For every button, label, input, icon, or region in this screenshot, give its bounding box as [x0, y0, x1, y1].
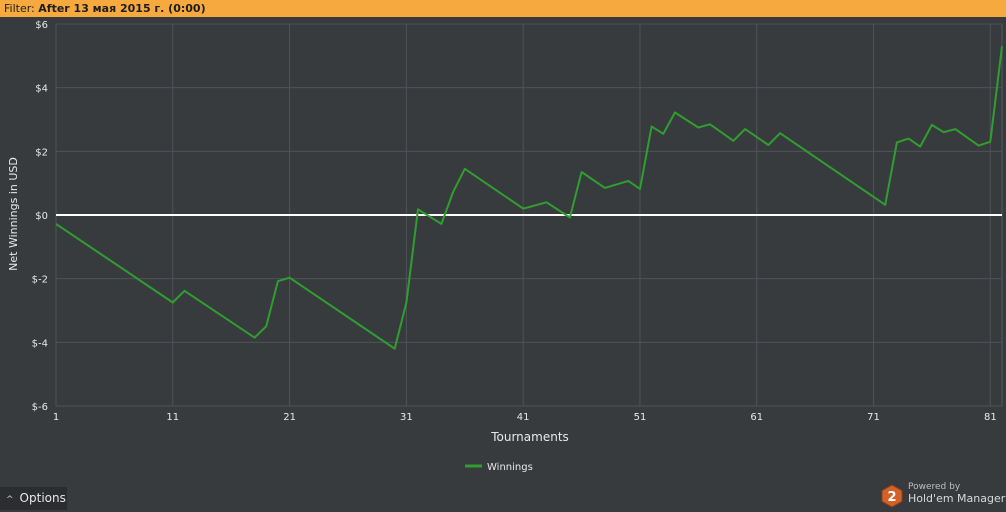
y-tick-label: $4 [35, 84, 48, 95]
grid [55, 23, 1003, 407]
x-tick-label: 81 [984, 412, 997, 423]
y-tick-label: $-4 [32, 338, 48, 349]
holdem-manager-logo-icon: 2 [881, 484, 903, 508]
x-tick-label: 41 [517, 412, 530, 423]
x-tick-label: 61 [750, 412, 763, 423]
winnings-chart: 1 11 21 31 41 51 61 71 81$6$4$2$0$-2$-4$-6 Tourn… [7, 20, 1003, 473]
options-label: Options [19, 491, 66, 505]
filter-bar: Filter: After 13 мая 2015 г. (0:00) [0, 0, 1006, 17]
x-axis-label: Tournaments [490, 430, 569, 444]
product-name: Hold'em Manager [908, 492, 1006, 505]
y-tick-label: $-6 [32, 402, 48, 413]
x-tick-label: 31 [400, 412, 413, 423]
filter-prefix: Filter: [4, 2, 39, 15]
x-tick-label: 21 [283, 412, 296, 423]
axes: 1 11 21 31 41 51 61 71 81$6$4$2$0$-2$-4$-6 [32, 20, 997, 423]
x-tick-label: 1 [53, 412, 59, 423]
options-button[interactable]: ^ Options [0, 487, 67, 510]
x-tick-label: 11 [166, 412, 179, 423]
x-tick-label: 51 [634, 412, 647, 423]
filter-value: After 13 мая 2015 г. (0:00) [38, 2, 206, 15]
legend: Winnings [465, 462, 533, 473]
y-tick-label: $2 [35, 147, 48, 158]
series-layer [55, 46, 1003, 350]
legend-label: Winnings [487, 462, 533, 473]
powered-by-text: Powered by [908, 482, 961, 492]
y-tick-label: $-2 [32, 275, 48, 286]
caret-up-icon: ^ [6, 495, 14, 505]
y-tick-label: $6 [35, 20, 48, 31]
x-tick-label: 71 [867, 412, 880, 423]
logo-number: 2 [887, 490, 896, 505]
y-axis-label: Net Winnings in USD [7, 157, 20, 271]
series-line-winnings [55, 46, 1003, 350]
branding: 2 Powered by Hold'em Manager [880, 482, 1006, 510]
y-tick-label: $0 [35, 211, 48, 222]
